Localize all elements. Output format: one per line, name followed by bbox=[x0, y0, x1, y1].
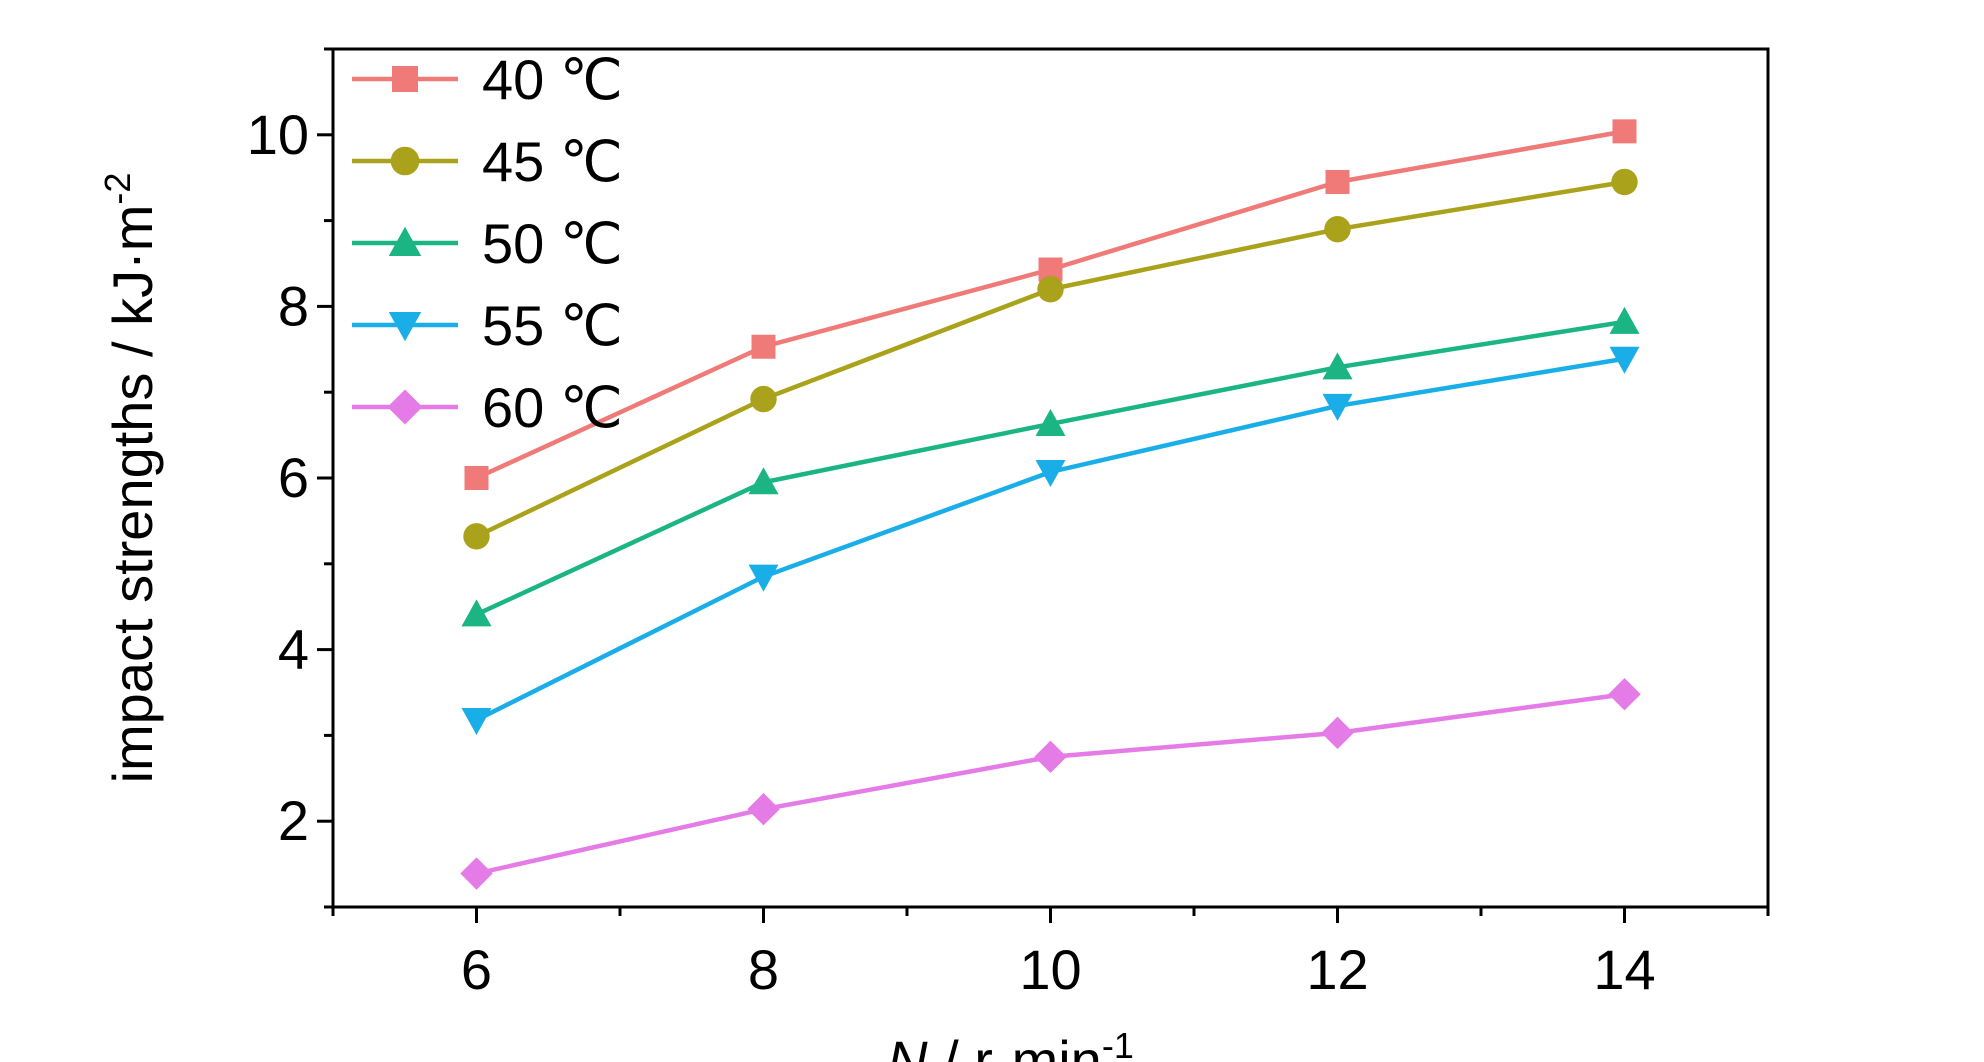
y-tick-label: 6 bbox=[278, 446, 309, 509]
data-point bbox=[1035, 459, 1066, 487]
y-axis-ticks: 2 4 6 8 10 bbox=[247, 47, 333, 909]
data-point bbox=[460, 857, 493, 890]
data-point bbox=[751, 334, 776, 359]
data-point bbox=[461, 599, 492, 627]
data-point bbox=[747, 792, 780, 826]
legend-swatch-marker bbox=[387, 389, 423, 425]
legend-label: 60 ℃ bbox=[482, 376, 623, 439]
data-point bbox=[1322, 393, 1353, 421]
data-point bbox=[463, 523, 490, 550]
legend-item: 55 ℃ bbox=[352, 294, 623, 357]
data-point bbox=[1612, 119, 1637, 144]
x-axis-ticks: 6 8 10 12 14 bbox=[331, 907, 1770, 1001]
y-axis-title: impact strengths / kJ·m-2 bbox=[97, 173, 164, 784]
x-tick-label: 12 bbox=[1306, 938, 1368, 1001]
legend-item: 60 ℃ bbox=[352, 376, 623, 439]
data-point bbox=[1325, 169, 1350, 194]
legend-swatch-marker bbox=[390, 146, 420, 176]
series-2 bbox=[463, 168, 1638, 550]
legend-item: 45 ℃ bbox=[352, 130, 623, 193]
legend-swatch-marker bbox=[392, 66, 418, 92]
legend-label: 55 ℃ bbox=[482, 294, 623, 357]
series-5 bbox=[460, 678, 1641, 890]
data-point bbox=[1324, 215, 1351, 243]
x-axis-title-italic: N bbox=[887, 1029, 928, 1062]
series-3 bbox=[461, 306, 1640, 627]
legend: 40 ℃ 45 ℃ 50 ℃ 55 ℃ 60 ℃ bbox=[352, 48, 623, 439]
data-point bbox=[1321, 716, 1354, 750]
data-point bbox=[1609, 306, 1640, 334]
legend-label: 50 ℃ bbox=[482, 212, 623, 275]
data-point bbox=[1035, 408, 1066, 436]
data-point bbox=[461, 707, 492, 735]
x-axis-title: N / r·min-1 bbox=[887, 1025, 1134, 1062]
y-tick-label: 8 bbox=[278, 274, 309, 337]
x-tick-label: 14 bbox=[1593, 938, 1655, 1001]
data-point bbox=[1611, 168, 1638, 196]
legend-label: 40 ℃ bbox=[482, 48, 623, 111]
data-point bbox=[1034, 740, 1067, 774]
series-4 bbox=[461, 346, 1640, 735]
x-tick-label: 6 bbox=[461, 938, 492, 1001]
data-point bbox=[1322, 352, 1353, 380]
y-axis-title-main: impact strengths / kJ·m bbox=[101, 205, 164, 784]
x-tick-label: 10 bbox=[1019, 938, 1081, 1001]
data-point bbox=[1609, 346, 1640, 374]
data-point bbox=[464, 466, 489, 490]
series-1 bbox=[464, 119, 1637, 490]
legend-swatch-marker bbox=[388, 312, 422, 342]
y-tick-label: 4 bbox=[278, 618, 309, 681]
data-point bbox=[748, 564, 779, 592]
x-tick-label: 8 bbox=[748, 938, 779, 1001]
series-layer bbox=[460, 119, 1641, 890]
series-line bbox=[476, 691, 1625, 876]
legend-item: 50 ℃ bbox=[352, 212, 623, 275]
x-axis-title-sup: -1 bbox=[1102, 1025, 1134, 1062]
data-point bbox=[1608, 678, 1641, 711]
data-point bbox=[748, 467, 779, 495]
x-axis-title-main: / r·min bbox=[928, 1029, 1102, 1062]
legend-item: 40 ℃ bbox=[352, 48, 623, 111]
y-tick-label: 10 bbox=[247, 103, 309, 166]
legend-label: 45 ℃ bbox=[482, 130, 623, 193]
data-point bbox=[1037, 276, 1064, 303]
y-tick-label: 2 bbox=[278, 789, 309, 852]
data-point bbox=[750, 385, 777, 413]
y-axis-title-sup: -2 bbox=[97, 173, 138, 205]
legend-swatch-marker bbox=[388, 226, 422, 256]
